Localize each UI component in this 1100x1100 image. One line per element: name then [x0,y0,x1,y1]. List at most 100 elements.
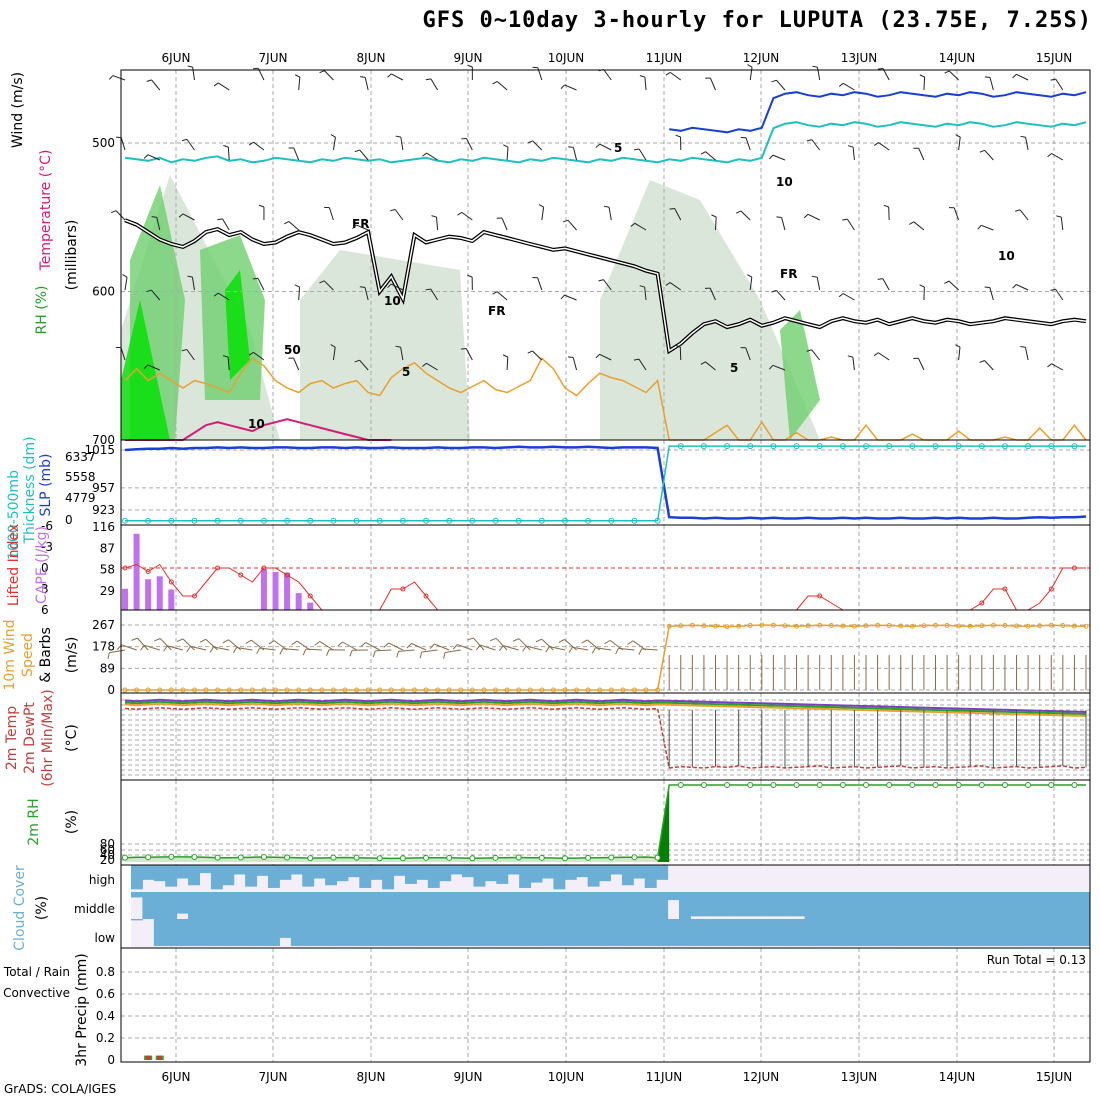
wind-barb-9 [425,78,439,91]
wind10-barb-26 [406,643,427,651]
cloud-mid-18 [336,892,349,919]
wind10-point-12 [261,687,267,693]
wind10-point-22 [377,687,383,693]
cloud-low-16 [313,919,326,946]
x-tick-top-6: 12JUN [743,51,780,65]
wind10-point-48 [678,623,684,629]
contour-label-8: 10 [384,294,401,308]
ylabel-wind10-2: Speed [20,633,36,677]
cloud-low-75 [987,919,1000,946]
thickness-point-22 [376,517,383,524]
wind10-point-63 [851,623,857,629]
wind-barb-76 [803,213,820,221]
precip-tick-1: 0.6 [96,987,115,1001]
wind-barb-110 [1012,284,1029,291]
li-tick-4: 6 [41,603,49,617]
t2m-line [124,707,1087,769]
wind10-barb-13 [256,647,276,654]
wind10-point-13 [273,687,279,693]
wind10-line [125,624,1087,691]
cape-bar-12 [260,568,267,610]
cloud-mid-5 [188,892,200,919]
wind10-barb-5 [163,645,184,652]
wind-barb-48 [806,139,821,151]
cloud-high-22 [382,865,395,890]
cloud-low-48 [679,919,691,946]
contour-label-3: 5 [614,141,622,155]
cloud-mid-6 [199,892,212,919]
x-tick-top-0: 6JUN [162,51,191,65]
cloud-low-21 [370,919,383,946]
thickness-point-40 [585,517,592,524]
wind-barb-66 [457,211,473,221]
wind-barb-36 [395,135,404,151]
ylabel-wind10-4: (m/s) [64,637,80,674]
cloud-high-7 [210,865,223,890]
rh-shade-3 [300,250,470,440]
cloud-mid-60 [816,892,828,919]
cloud-level-1: middle [74,902,115,916]
rh2m-point-76 [1001,782,1008,788]
wind10-point-10 [238,687,244,693]
cloud-mid-37 [553,892,566,919]
cloud-low-19 [347,919,360,946]
thickness-point-30 [469,517,476,524]
cloud-low-70 [930,919,943,946]
ylabel-t2m-3: (6hr Min/Max) [40,689,56,786]
wind-barb-33 [288,147,300,161]
cloud-mid-44 [633,892,646,919]
wind-barb-104 [812,275,821,291]
wind-barb-72 [669,208,682,221]
wind-barb-24 [944,70,959,81]
cloud-high-37 [553,865,566,890]
rh-shade-7 [225,270,250,380]
wind-barb-60 [258,204,265,220]
wind-barb-74 [735,210,751,221]
cloud-low-68 [907,919,920,946]
li-point-14 [284,572,290,578]
cloud-high-1 [142,865,155,880]
cloud-high-17 [325,865,337,886]
wind-barb-136 [955,344,961,361]
wind10-point-55 [759,622,765,628]
rh2m-point-58 [793,782,800,788]
cape-bar-0 [122,588,128,610]
wind-barb-82 [1014,209,1029,221]
ylabel-wind: Wind (m/s) [10,72,26,148]
wind-barb-37 [422,152,438,161]
wind10-point-31 [481,687,487,693]
wind-barb-122 [461,348,473,361]
wind10-point-35 [527,687,533,693]
rh2m-point-44 [631,854,638,861]
wind10-point-28 [446,687,452,693]
wind10-point-49 [689,622,695,628]
cloud-low-26 [427,919,440,946]
cloud-low-45 [644,919,657,946]
cloud-low-34 [519,919,532,946]
wind-barb-125 [567,356,578,371]
wind-barb-42 [595,143,612,151]
wind10-point-53 [736,623,742,629]
cloud-high-21 [370,865,383,880]
x-tick-top-5: 11JUN [646,51,683,65]
x-tick-top-1: 7JUN [259,51,288,65]
cloud-low-50 [701,919,714,946]
wind-barb-79 [909,221,925,231]
rh2m-point-32 [492,854,499,861]
wind10-barb-37 [535,638,554,651]
contour-label-6: 10 [248,417,265,431]
wind-barb-13 [560,84,577,91]
wind10-point-66 [886,622,892,628]
precip-tick-3: 0.2 [96,1031,115,1045]
wind-barb-89 [294,284,301,301]
thickness-point-18 [330,517,337,524]
cloud-low-33 [507,919,520,946]
wind10-barb-1 [116,644,137,651]
wind10-barb-42 [591,647,612,654]
li-tick-2: 0 [41,561,49,575]
cloud-low-81 [1055,919,1068,946]
wind10-barb-24 [383,642,404,651]
rh2m-point-30 [469,855,476,862]
wind-barb-63 [352,224,369,231]
wind-barb-51 [913,147,925,161]
